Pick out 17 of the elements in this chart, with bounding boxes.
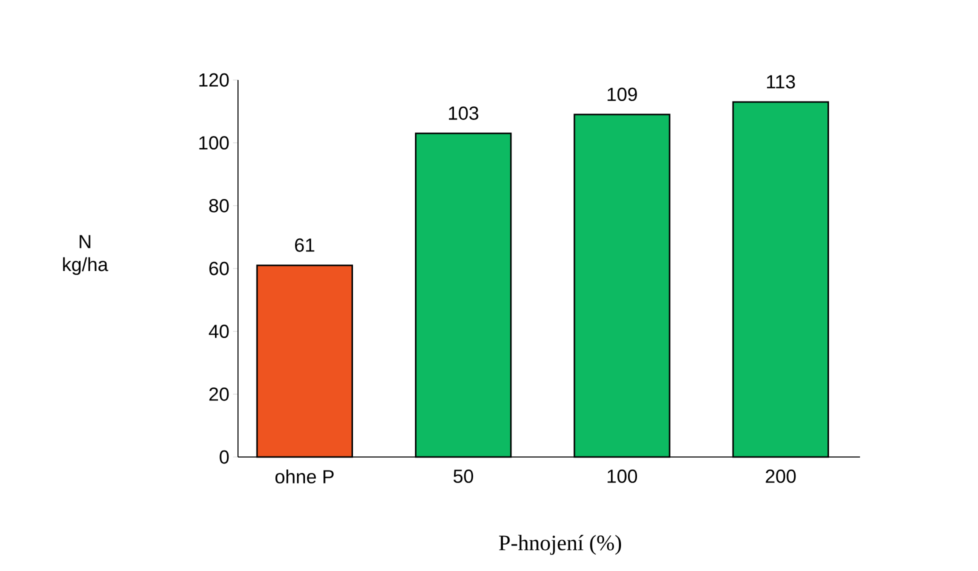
x-tick-label: 50: [454, 470, 474, 483]
y-axis-title: N kg/ha: [63, 235, 108, 275]
y-tick-label: 120: [199, 73, 229, 87]
x-axis-title: P-hnojení (%): [499, 534, 622, 555]
y-tick-label: 100: [199, 136, 229, 150]
y-tick-label: 80: [209, 198, 229, 212]
x-tick-label: 100: [608, 470, 638, 483]
data-label: 103: [448, 106, 478, 120]
data-label: 113: [767, 75, 795, 88]
x-tick-label: 200: [766, 470, 796, 483]
data-label: 61: [295, 238, 314, 252]
y-tick-label: 20: [209, 387, 229, 401]
x-tick-label: ohne P: [275, 470, 334, 484]
y-tick-label: 40: [208, 324, 229, 338]
y-tick-label: 0: [220, 450, 229, 464]
data-label: 109: [608, 88, 637, 102]
y-tick-label: 60: [209, 262, 229, 276]
